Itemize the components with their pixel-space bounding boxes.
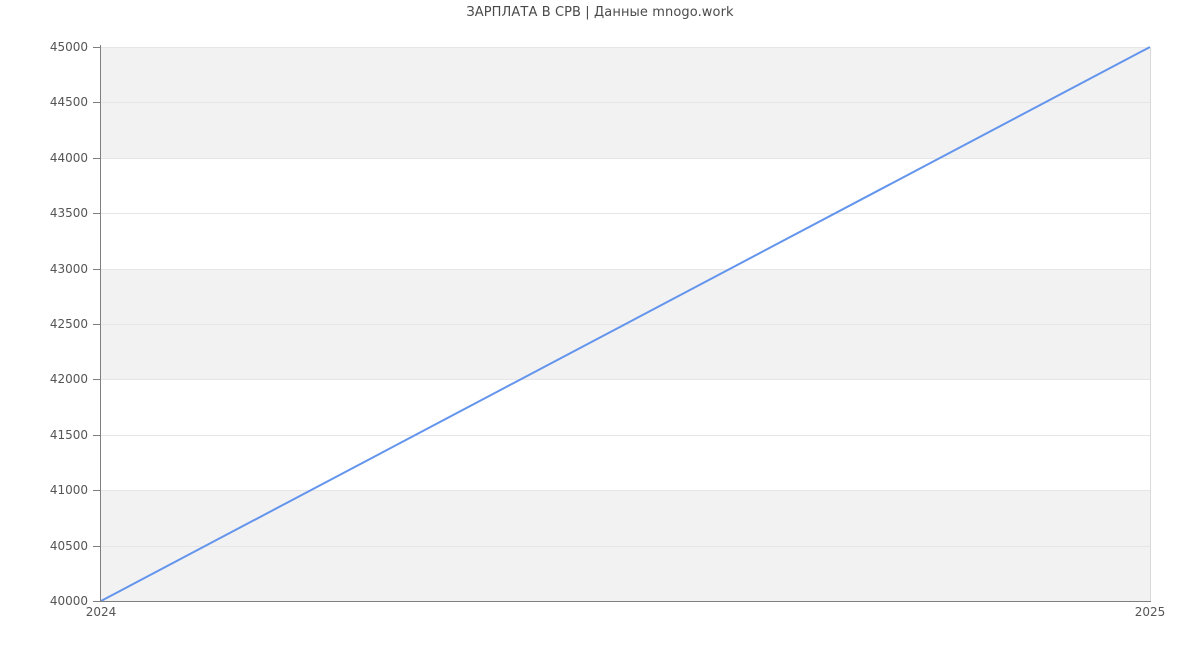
- chart-title: ЗАРПЛАТА В СРВ | Данные mnogo.work: [466, 5, 734, 20]
- y-axis-line: [100, 45, 101, 602]
- plot-right-border: [1150, 47, 1151, 601]
- gridline: [101, 434, 1150, 436]
- gridline: [101, 157, 1150, 159]
- x-tick-label: 2024: [85, 605, 117, 619]
- y-tick-label: 43500: [49, 206, 88, 221]
- gridline: [101, 213, 1150, 215]
- y-tick-label: 41500: [49, 427, 88, 442]
- x-axis-line: [101, 601, 1151, 602]
- y-tick-mark: [93, 490, 101, 492]
- y-tick-label: 44500: [49, 95, 88, 110]
- gridline: [101, 47, 1150, 48]
- y-tick-label: 40000: [49, 594, 88, 608]
- y-tick-label: 44000: [49, 150, 88, 165]
- y-tick-mark: [93, 268, 101, 270]
- series-line-layer: [100, 46, 1151, 602]
- y-tick-mark: [93, 102, 101, 104]
- y-tick-label: 40500: [49, 538, 88, 553]
- y-tick-label: 43000: [49, 261, 88, 276]
- y-tick-mark: [93, 213, 101, 215]
- plot-area: [100, 46, 1151, 602]
- y-tick-mark: [93, 545, 101, 547]
- gridline: [101, 102, 1150, 104]
- y-tick-label: 42500: [49, 317, 88, 331]
- y-tick-mark: [93, 157, 101, 159]
- gridline: [101, 490, 1150, 492]
- x-tick-label: 2025: [1134, 605, 1166, 619]
- y-tick-mark: [93, 601, 101, 602]
- salary-trend-line: [100, 46, 1151, 602]
- y-tick-mark: [93, 47, 101, 48]
- gridline: [101, 379, 1150, 381]
- y-tick-mark: [93, 379, 101, 381]
- y-tick-label: 41000: [49, 483, 88, 498]
- y-tick-mark: [93, 434, 101, 436]
- y-tick-mark: [93, 324, 101, 325]
- gridline: [101, 268, 1150, 270]
- gridline: [101, 545, 1150, 547]
- y-tick-label: 45000: [49, 40, 88, 54]
- y-tick-label: 42000: [49, 372, 88, 387]
